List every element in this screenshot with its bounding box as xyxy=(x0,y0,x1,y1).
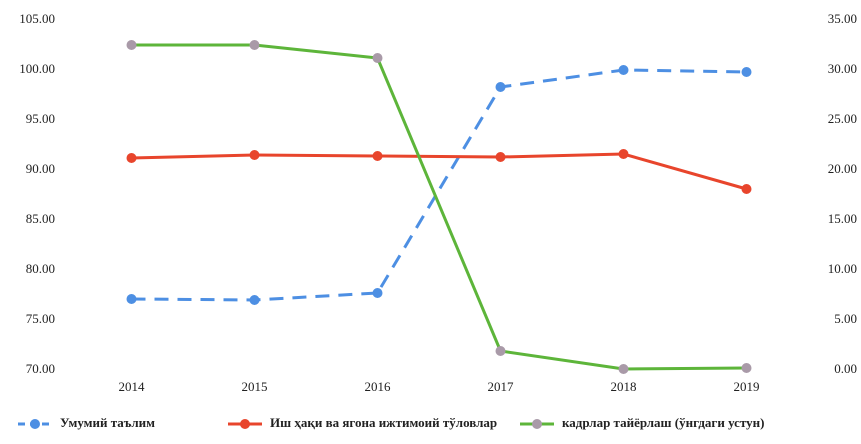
point xyxy=(372,151,383,161)
point xyxy=(618,149,629,159)
point xyxy=(495,346,506,356)
legend-marker xyxy=(240,419,250,429)
point xyxy=(249,40,260,50)
y-tick-label: 75.00 xyxy=(26,311,55,326)
y2-tick-label: 0.00 xyxy=(834,361,857,376)
x-tick-label: 2019 xyxy=(734,379,760,394)
legend-marker xyxy=(30,419,40,429)
legend-label: Иш ҳақи ва ягона ижтимоий тўловлар xyxy=(270,415,497,430)
point xyxy=(618,364,629,374)
point xyxy=(495,152,506,162)
y-tick-label: 80.00 xyxy=(26,261,55,276)
y2-tick-label: 30.00 xyxy=(828,61,857,76)
series-line xyxy=(131,68,747,302)
point xyxy=(741,363,752,373)
y2-tick-label: 35.00 xyxy=(828,11,857,26)
point xyxy=(126,294,137,304)
y2-tick-label: 15.00 xyxy=(828,211,857,226)
x-tick-label: 2016 xyxy=(365,379,392,394)
point xyxy=(126,153,137,163)
x-tick-label: 2015 xyxy=(242,379,268,394)
x-tick-label: 2018 xyxy=(611,379,637,394)
y2-tick-label: 5.00 xyxy=(834,311,857,326)
x-tick-label: 2017 xyxy=(488,379,515,394)
point xyxy=(372,53,383,63)
point xyxy=(618,65,629,75)
y2-tick-label: 20.00 xyxy=(828,161,857,176)
y-tick-label: 95.00 xyxy=(26,111,55,126)
point xyxy=(741,184,752,194)
point xyxy=(741,67,752,77)
point xyxy=(372,288,383,298)
x-tick-label: 2014 xyxy=(119,379,146,394)
point xyxy=(126,40,137,50)
point xyxy=(249,150,260,160)
y2-tick-label: 10.00 xyxy=(828,261,857,276)
y-tick-label: 90.00 xyxy=(26,161,55,176)
legend-marker xyxy=(532,419,542,429)
y-tick-label: 70.00 xyxy=(26,361,55,376)
legend-label: кадрлар тайёрлаш (ўнгдаги устун) xyxy=(562,415,764,430)
series-line xyxy=(131,43,747,371)
series-line xyxy=(131,152,747,191)
y-tick-label: 85.00 xyxy=(26,211,55,226)
point xyxy=(495,82,506,92)
y2-tick-label: 25.00 xyxy=(828,111,857,126)
y-tick-label: 100.00 xyxy=(19,61,55,76)
legend-label: Умумий таълим xyxy=(60,415,155,430)
point xyxy=(249,295,260,305)
y-tick-label: 105.00 xyxy=(19,11,55,26)
